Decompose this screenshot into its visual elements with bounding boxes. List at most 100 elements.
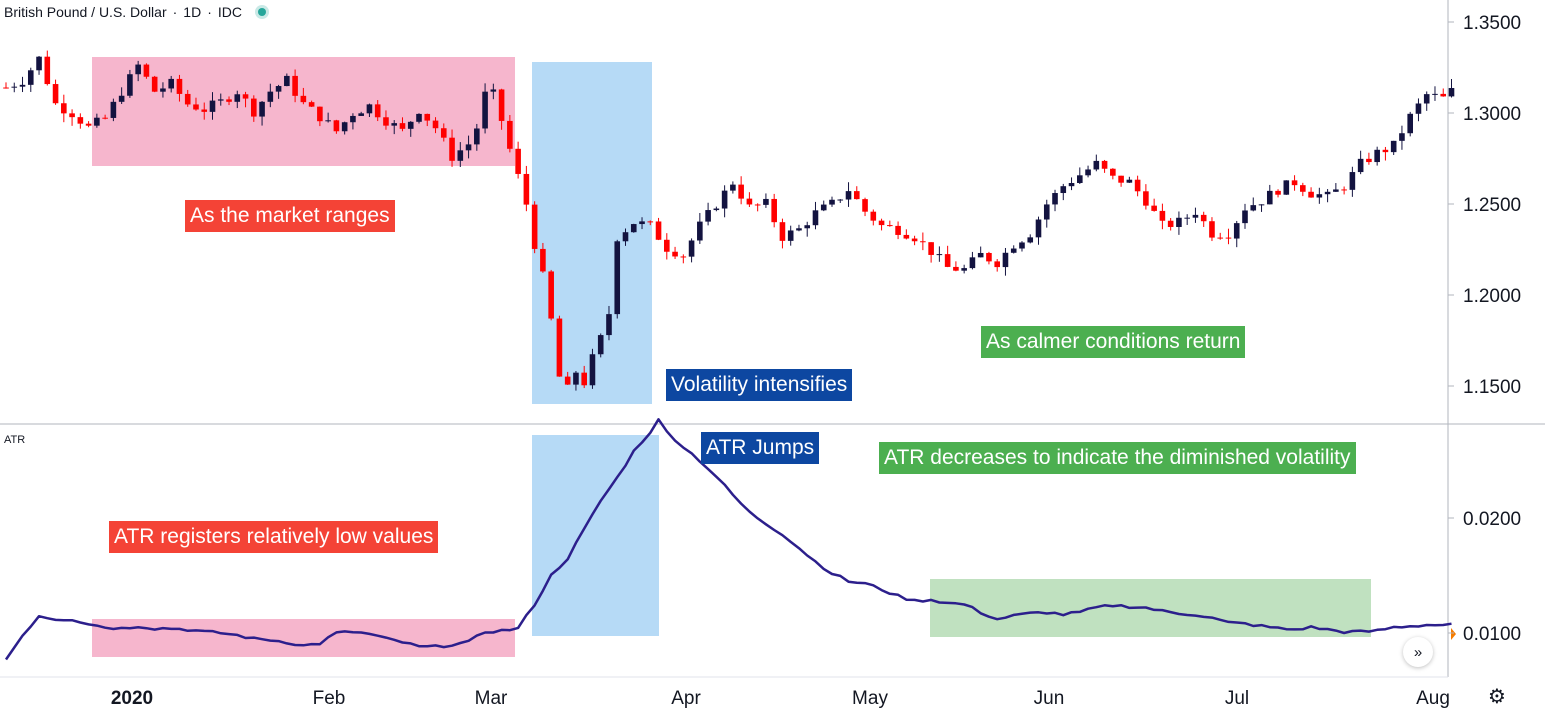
candle-body [135,64,141,75]
candle-body [341,122,348,132]
candle-body [564,376,571,385]
candle-body [143,64,150,77]
candle-body [432,120,439,129]
candle-body [672,251,678,257]
candle-body [209,100,216,112]
candle-body [27,70,34,85]
candle-body [953,266,959,271]
candle-body [911,238,918,242]
candle-body [457,150,464,161]
candle-body [1052,193,1058,205]
candle-body [994,261,1000,268]
candle-body [606,314,612,336]
candle-body [151,76,158,92]
annotation-range: As the market ranges [185,200,395,232]
annotation-atr-jump: ATR Jumps [701,432,820,464]
candle-body [887,225,893,227]
candle-body [1019,242,1025,249]
double-chevron-right-icon: » [1413,643,1423,661]
candle-body [1209,221,1215,238]
candle-body [804,225,811,229]
candle-body [573,372,579,385]
candle-body [1143,191,1149,206]
candle-body [944,254,951,267]
candle-body [1258,204,1265,206]
price-axis-label: 1.3500 [1463,13,1521,34]
candle-body [184,93,191,105]
candle-body [1010,248,1017,253]
settings-button[interactable]: ⚙ [1488,684,1506,709]
candle-body [697,221,703,241]
candle-body [1068,183,1075,187]
scroll-to-realtime-button[interactable]: » [1403,637,1433,667]
candle-body [482,91,488,129]
candle-body [160,88,166,92]
candle-body [1151,205,1157,211]
candle-body [1134,179,1141,192]
time-axis-label: Jun [1034,688,1065,709]
candle-body [1390,140,1397,153]
last-value-marker [1451,628,1456,640]
candle-body [300,95,307,103]
candle-body [779,222,786,241]
candle-body [85,123,92,126]
candle-body [226,99,232,102]
candle-body [1118,175,1124,183]
candle-body [713,208,720,211]
candle-body [498,89,505,121]
candle-body [275,86,282,92]
candle-body [1085,169,1091,176]
candle-body [399,123,406,129]
time-axis-label: May [852,688,888,709]
candle-body [878,220,885,226]
gear-icon: ⚙ [1488,686,1506,708]
annotation-volatility: Volatility intensifies [666,369,853,401]
candle-body [1060,186,1067,194]
candle-body [424,113,431,121]
candle-body [829,199,835,205]
candle-body [465,144,472,151]
candle-body [1308,191,1314,198]
candle-body [903,234,910,239]
candle-body [1291,180,1298,186]
candle-body [1333,189,1339,192]
candle-body [977,252,984,258]
candle-body [837,199,844,201]
candle-body [118,95,125,102]
candle-body [317,106,323,122]
candle-body [812,210,819,226]
candle-body [721,190,728,209]
candle-body [1101,160,1108,169]
candle-body [870,211,877,221]
candle-body [1266,190,1273,205]
candle-body [251,98,257,117]
legend-separator: · [172,4,178,20]
atr-indicator-label[interactable]: ATR [4,434,26,446]
candle-body [1167,220,1174,227]
candle-body [1357,158,1364,173]
candle-body [1093,160,1100,170]
time-axis-label: Apr [671,688,701,709]
candle-body [928,242,934,255]
candle-body [36,56,42,71]
atr-axis-label: 0.0200 [1463,509,1521,530]
candle-body [1077,175,1083,184]
symbol-name[interactable]: British Pound / U.S. Dollar [4,4,167,20]
candle-body [845,191,852,200]
candle-body [52,84,59,104]
candle-body [193,104,199,110]
candle-body [680,256,687,258]
time-axis-label: Feb [313,688,346,709]
candle-body [862,199,868,212]
candle-body [1316,194,1323,198]
candle-body [581,372,587,386]
candle-body [374,104,381,118]
candle-body [754,204,761,206]
candle-body [986,252,992,262]
candle-body [614,241,621,315]
atr-line [4,418,1452,661]
candle-body [325,120,331,122]
interval-label[interactable]: 1D [183,4,202,20]
